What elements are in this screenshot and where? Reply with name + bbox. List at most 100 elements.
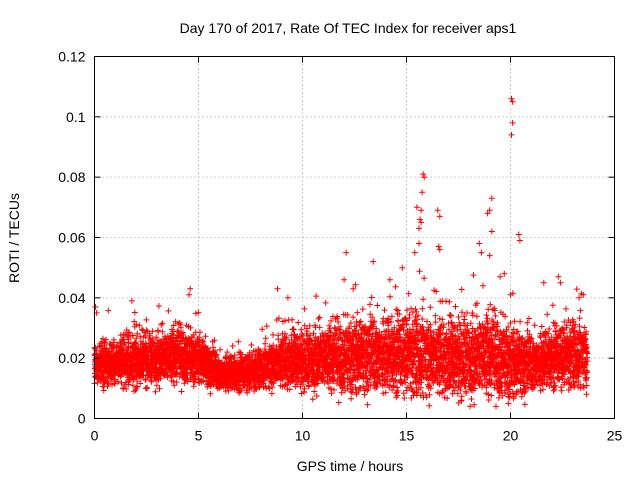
data-point xyxy=(295,319,302,326)
data-point xyxy=(357,318,364,325)
data-point xyxy=(298,326,305,333)
data-point xyxy=(263,323,270,330)
data-point xyxy=(419,305,426,312)
data-point xyxy=(118,380,125,386)
data-point xyxy=(125,336,132,343)
data-point xyxy=(354,309,361,316)
data-point xyxy=(136,322,143,329)
data-point xyxy=(229,343,236,349)
data-point xyxy=(170,322,177,329)
data-point xyxy=(268,390,275,397)
data-point xyxy=(405,290,412,297)
data-point xyxy=(133,321,140,328)
data-point xyxy=(248,342,255,348)
data-point xyxy=(158,321,165,328)
data-point xyxy=(144,384,151,391)
data-point xyxy=(235,338,242,345)
data-point xyxy=(143,316,150,323)
data-point xyxy=(455,314,462,320)
data-point xyxy=(105,307,112,314)
data-point xyxy=(100,387,107,394)
data-point xyxy=(262,335,269,342)
data-point xyxy=(151,340,158,347)
data-point xyxy=(111,339,118,346)
data-point xyxy=(155,303,162,309)
data-point xyxy=(446,298,453,305)
data-point xyxy=(178,388,185,395)
data-point xyxy=(134,383,141,390)
data-point xyxy=(306,322,313,329)
data-point xyxy=(313,293,320,300)
data-point xyxy=(197,329,203,336)
data-point xyxy=(92,344,99,351)
data-point xyxy=(137,380,144,387)
data-point xyxy=(421,275,428,282)
data-point xyxy=(401,395,408,402)
data-point xyxy=(207,390,214,397)
data-point xyxy=(123,386,130,392)
data-point xyxy=(171,382,178,389)
data-points xyxy=(91,95,591,410)
data-point xyxy=(139,326,145,333)
data-point xyxy=(309,396,316,403)
data-point xyxy=(131,309,138,316)
data-point xyxy=(443,298,449,305)
data-point xyxy=(117,372,124,379)
data-point xyxy=(102,339,108,346)
data-point xyxy=(121,340,128,347)
data-point xyxy=(146,332,153,339)
data-point xyxy=(374,302,381,309)
data-point xyxy=(316,314,323,321)
data-point xyxy=(416,268,423,275)
data-point xyxy=(148,378,155,385)
data-point xyxy=(394,307,401,314)
data-point xyxy=(448,319,455,326)
data-point xyxy=(162,370,169,377)
data-point xyxy=(463,390,470,396)
data-point xyxy=(458,286,465,293)
data-point xyxy=(322,299,329,306)
data-point xyxy=(103,336,110,343)
data-point xyxy=(173,379,180,386)
data-point xyxy=(99,335,106,342)
data-point xyxy=(97,343,104,350)
data-point xyxy=(420,296,427,303)
data-point xyxy=(350,314,357,321)
data-point xyxy=(149,335,156,342)
data-point xyxy=(269,384,276,391)
data-point xyxy=(381,307,388,314)
data-point xyxy=(452,303,459,310)
data-point xyxy=(448,313,454,319)
data-point xyxy=(335,399,342,406)
data-point xyxy=(387,293,393,300)
data-point xyxy=(432,319,439,326)
data-point xyxy=(461,316,468,323)
data-point xyxy=(143,327,150,334)
data-point xyxy=(134,378,141,385)
data-point xyxy=(105,380,112,387)
data-point xyxy=(168,374,175,381)
data-point xyxy=(392,283,399,290)
data-point xyxy=(133,335,140,342)
data-point xyxy=(165,307,172,314)
data-point xyxy=(315,315,322,322)
data-point xyxy=(432,312,439,319)
data-point xyxy=(143,385,150,392)
data-point xyxy=(115,378,122,385)
data-point xyxy=(149,328,156,335)
data-point xyxy=(174,369,180,376)
data-point xyxy=(159,320,166,327)
data-point xyxy=(156,385,163,392)
data-point xyxy=(348,395,355,402)
data-point xyxy=(400,390,407,397)
data-point xyxy=(359,306,366,313)
data-point xyxy=(393,306,400,313)
data-point xyxy=(426,402,433,409)
grid xyxy=(94,56,615,419)
data-point xyxy=(368,294,375,301)
data-point xyxy=(427,304,434,311)
data-point xyxy=(159,328,166,335)
data-point xyxy=(289,316,296,323)
data-point xyxy=(367,301,373,308)
